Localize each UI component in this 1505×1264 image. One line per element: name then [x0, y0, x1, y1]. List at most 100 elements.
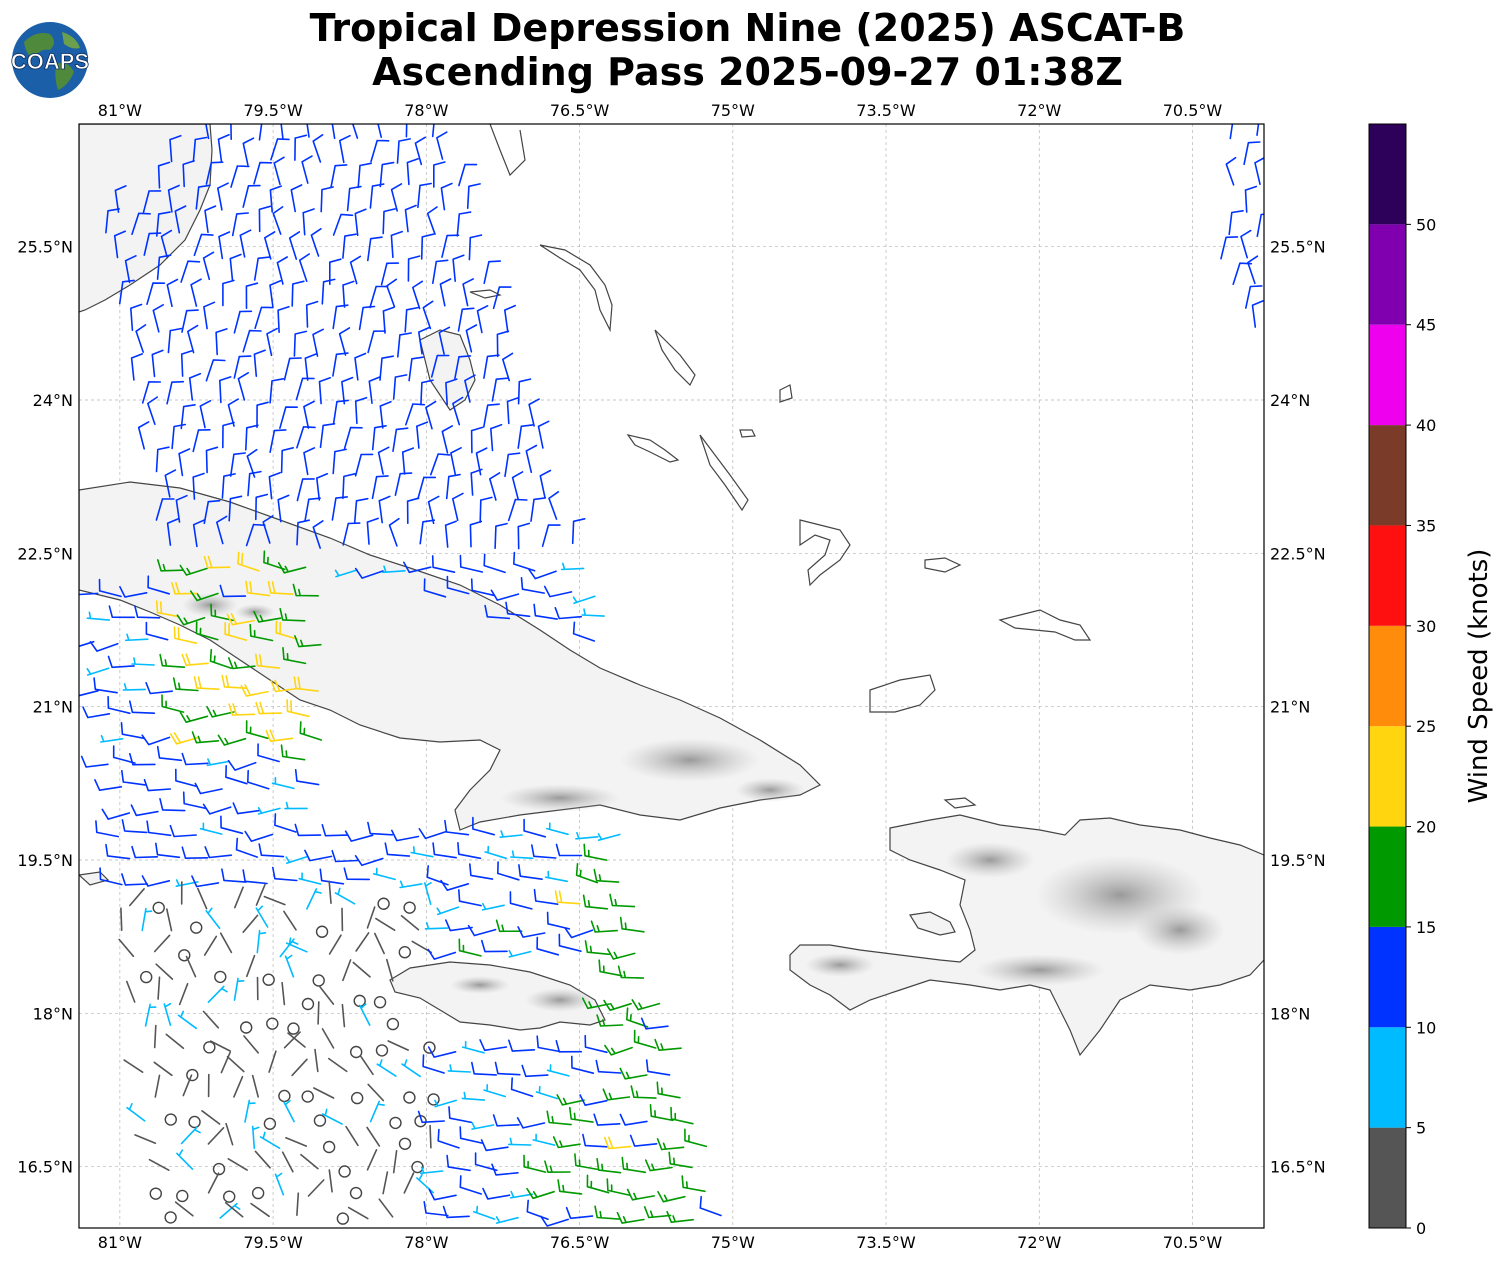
- wind-barb-icon: [205, 359, 226, 382]
- wind-barb-icon: [243, 1035, 259, 1054]
- wind-barb-icon: [420, 1166, 444, 1175]
- wind-barb-icon: [192, 136, 208, 163]
- wind-barb-icon: [270, 138, 290, 161]
- wind-barb-icon: [517, 424, 534, 449]
- wind-barb-icon: [458, 163, 478, 187]
- wind-barb-icon: [175, 494, 188, 523]
- wind-barb-icon: [471, 1122, 495, 1130]
- wind-barb-icon: [458, 938, 482, 957]
- wind-barb-icon: [171, 423, 187, 450]
- wind-barb-icon: [312, 520, 324, 549]
- wind-barb-icon: [131, 845, 159, 859]
- wind-barb-icon: [94, 779, 123, 791]
- wind-barb-icon: [510, 850, 534, 860]
- wind-barb-icon: [285, 1137, 308, 1147]
- wind-barb-icon: [633, 1029, 657, 1049]
- wind-barb-icon: [156, 211, 171, 237]
- wind-barb-icon: [293, 676, 319, 692]
- wind-barb-icon: [141, 734, 171, 746]
- wind-barb-icon: [346, 185, 362, 212]
- wind-barb-icon: [181, 752, 209, 766]
- wind-barb-icon: [446, 1154, 471, 1172]
- wind-barb-icon: [187, 324, 199, 354]
- calm-circle-icon: [190, 921, 203, 934]
- wind-barb-icon: [452, 396, 464, 426]
- wind-barb-icon: [258, 843, 285, 858]
- wind-barb-icon: [332, 448, 347, 475]
- wind-barb-icon: [267, 581, 294, 595]
- wind-barb-icon: [357, 162, 372, 189]
- wind-barb-icon: [247, 769, 270, 790]
- colorbar-segment: [1369, 826, 1406, 927]
- colorbar-tick-label: 45: [1416, 316, 1436, 335]
- wind-barb-icon: [171, 582, 198, 595]
- wind-barb-icon: [266, 327, 278, 357]
- wind-barb-icon: [108, 605, 136, 619]
- wind-barb-icon: [341, 376, 354, 405]
- wind-barb-icon: [283, 910, 297, 931]
- wind-barb-icon: [382, 565, 406, 574]
- wind-barb-icon: [517, 926, 546, 938]
- wind-barb-icon: [216, 515, 228, 545]
- wind-barb-icon: [270, 679, 299, 693]
- wind-barb-icon: [209, 648, 233, 670]
- wind-barb-icon: [93, 677, 118, 694]
- wind-barb-icon: [298, 253, 310, 282]
- wind-barb-icon: [400, 915, 420, 931]
- lon-tick-label: 70.5°W: [1163, 1233, 1223, 1252]
- wind-barb-icon: [378, 495, 391, 524]
- wind-barb-icon: [294, 823, 322, 837]
- wind-barb-icon: [126, 1103, 146, 1122]
- wind-barb-icon: [358, 305, 376, 331]
- wind-barb-icon: [425, 400, 437, 430]
- wind-barb-icon: [475, 447, 488, 476]
- wind-barb-icon: [155, 963, 174, 980]
- wind-barb-icon: [427, 1046, 457, 1058]
- wind-barb-icon: [445, 378, 458, 406]
- wind-barb-icon: [509, 1190, 534, 1199]
- wind-barb-icon: [426, 206, 438, 235]
- wind-barb-icon: [433, 161, 446, 188]
- calm-circle-icon: [398, 945, 412, 959]
- wind-barb-icon: [457, 307, 475, 332]
- wind-barb-icon: [423, 1201, 449, 1217]
- wind-barb-icon: [407, 255, 421, 282]
- wind-barb-icon: [230, 124, 232, 140]
- new-providence: [739, 429, 756, 438]
- wind-barb-icon: [222, 279, 235, 307]
- wind-barb-icon: [166, 908, 173, 932]
- lon-tick-label: 70.5°W: [1163, 101, 1223, 120]
- wind-barb-icon: [354, 396, 368, 425]
- wind-barb-icon: [229, 452, 246, 477]
- wind-barb-icon: [582, 1133, 609, 1148]
- wind-barb-icon: [351, 124, 359, 139]
- wind-barb-icon: [166, 380, 185, 405]
- wind-barb-icon: [300, 1153, 319, 1170]
- wind-barb-icon: [235, 837, 259, 858]
- calm-circle-icon: [239, 1021, 253, 1034]
- wind-barb-icon: [169, 824, 197, 838]
- wind-barb-icon: [174, 1201, 194, 1217]
- colorbar: 0 5 10 15 20 25 30 35 40 45 50: [1368, 123, 1436, 1238]
- wind-barb-icon: [134, 605, 161, 619]
- wind-barb-icon: [438, 326, 451, 355]
- wind-barb-icon: [259, 1131, 281, 1149]
- wind-barb-icon: [294, 769, 320, 786]
- colorbar-segment: [1369, 224, 1406, 325]
- wind-barb-icon: [571, 1055, 595, 1074]
- wind-barb-icon: [556, 1094, 585, 1106]
- wind-barb-icon: [528, 398, 540, 427]
- wind-barb-icon: [405, 124, 408, 138]
- wind-barb-icon: [492, 286, 512, 310]
- wind-barb-icon: [285, 937, 308, 953]
- wind-barb-icon: [262, 515, 274, 544]
- wind-barb-icon: [306, 124, 310, 138]
- wind-barb-icon: [275, 620, 299, 640]
- wind-barb-icon: [144, 1003, 157, 1027]
- wind-barb-icon: [517, 522, 531, 550]
- wind-barb-icon: [263, 895, 286, 906]
- lat-tick-label: 19.5°N: [17, 851, 73, 870]
- wind-barb-icon: [546, 1064, 570, 1077]
- wind-barb-icon: [205, 161, 224, 185]
- wind-barb-icon: [657, 1190, 686, 1203]
